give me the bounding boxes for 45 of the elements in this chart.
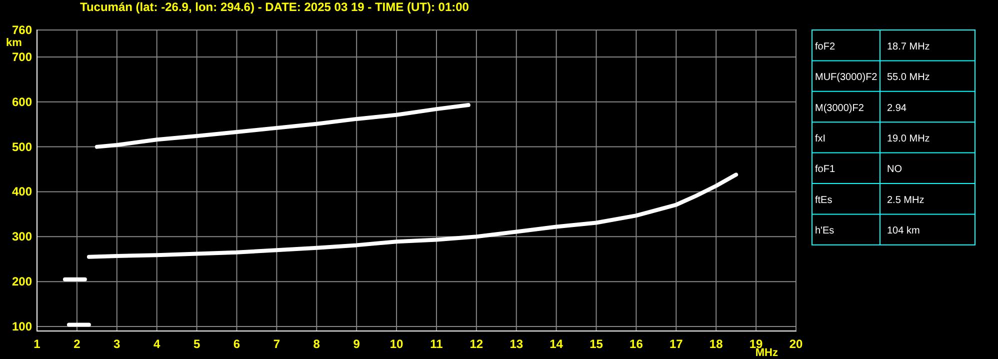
text: M(3000)F2 xyxy=(815,102,864,114)
x-tick-label: 12 xyxy=(470,337,484,351)
text: MUF(3000)F2 xyxy=(815,72,878,84)
text: foF2 xyxy=(815,41,836,52)
text: foF1 xyxy=(815,164,836,176)
x-tick-label: 7 xyxy=(273,337,280,351)
text: 104 km xyxy=(887,226,920,237)
text: 2.94 xyxy=(887,102,907,114)
x-tick-label: 2 xyxy=(74,337,81,351)
y-tick-label: 200 xyxy=(12,274,32,289)
x-tick-label: 18 xyxy=(709,337,724,351)
text: ftEs xyxy=(815,194,832,206)
y-tick-label: 400 xyxy=(12,184,32,199)
text: 18.7 MHz xyxy=(887,41,930,52)
y-tick-label: 760 xyxy=(12,23,32,37)
line-series xyxy=(86,172,738,259)
y-tick-label: 700 xyxy=(12,50,32,64)
x-tick-label: 1 xyxy=(34,337,41,351)
x-tick-label: 14 xyxy=(550,337,564,351)
x-tick-label: 8 xyxy=(313,337,320,351)
line-series xyxy=(94,103,470,149)
text: 19.0 MHz xyxy=(887,133,930,144)
text: h'Es xyxy=(815,226,834,237)
y-tick-label: 100 xyxy=(12,320,32,334)
chart-title: Tucumán (lat: -26.9, lon: 294.6) - DATE: 2025 03 19 - TIME (UT): 01:00 xyxy=(80,0,470,14)
x-tick-label: 13 xyxy=(510,337,524,351)
x-tick-label: 10 xyxy=(390,337,404,351)
x-tick-label: 17 xyxy=(669,337,684,351)
x-tick-label: 20 xyxy=(789,337,803,351)
text: fxI xyxy=(815,133,826,144)
x-tick-label: 3 xyxy=(114,337,121,351)
x-tick-label: 16 xyxy=(630,337,644,351)
x-tick-label: 6 xyxy=(233,337,240,351)
text: NO xyxy=(887,164,902,176)
x-tick-label: 11 xyxy=(430,337,444,351)
x-tick-label: 15 xyxy=(590,337,604,351)
text: 55.0 MHz xyxy=(887,72,930,84)
x-tick-label: 4 xyxy=(154,337,160,351)
x-tick-label: 9 xyxy=(353,337,360,351)
y-tick-label: 500 xyxy=(12,140,32,154)
y-tick-label: 300 xyxy=(12,230,32,244)
text: 2.5 MHz xyxy=(887,194,924,206)
x-tick-label: 5 xyxy=(193,337,200,351)
y-tick-label: 600 xyxy=(12,94,32,109)
y-axis-title: km xyxy=(6,37,22,49)
